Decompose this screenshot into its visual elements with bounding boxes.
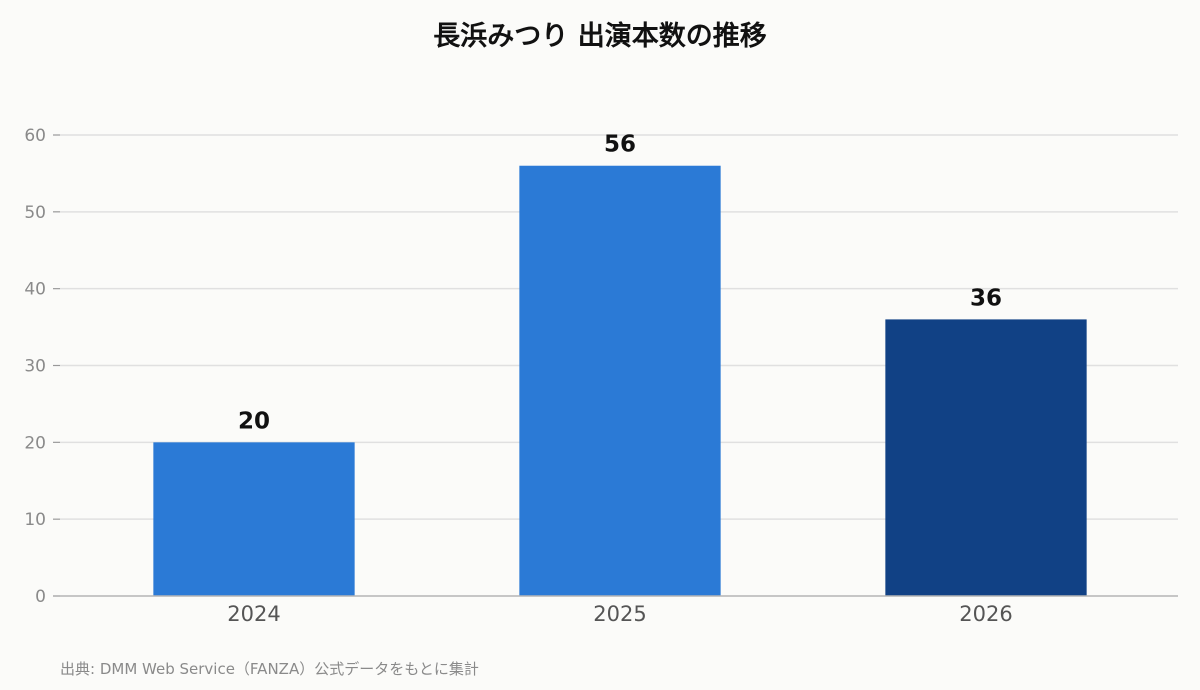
y-tick-label: 30 bbox=[24, 357, 46, 377]
bar-2025 bbox=[519, 165, 721, 596]
bar-2024 bbox=[153, 442, 355, 596]
data-label-2026: 36 bbox=[970, 285, 1002, 311]
chart-title: 長浜みつり 出演本数の推移 bbox=[433, 21, 767, 52]
y-tick-label: 50 bbox=[24, 203, 46, 223]
bar-2026 bbox=[885, 319, 1087, 596]
y-tick-label: 10 bbox=[24, 510, 46, 530]
data-labels: 20 56 36 bbox=[238, 132, 1002, 435]
x-tick-label-2024: 2024 bbox=[227, 602, 280, 626]
y-tick-label: 60 bbox=[24, 126, 46, 146]
bars bbox=[153, 165, 1087, 596]
data-label-2025: 56 bbox=[604, 132, 636, 158]
y-tick-label: 0 bbox=[35, 587, 46, 607]
x-tick-label-2025: 2025 bbox=[593, 602, 646, 626]
x-tick-label-2026: 2026 bbox=[959, 602, 1012, 626]
y-tick-label: 20 bbox=[24, 433, 46, 453]
data-label-2024: 20 bbox=[238, 408, 270, 434]
source-note: 出典: DMM Web Service（FANZA）公式データをもとに集計 bbox=[60, 660, 479, 678]
axes: 0 10 20 30 40 50 60 2024 2025 2026 bbox=[24, 126, 1178, 626]
y-tick-label: 40 bbox=[24, 280, 46, 300]
